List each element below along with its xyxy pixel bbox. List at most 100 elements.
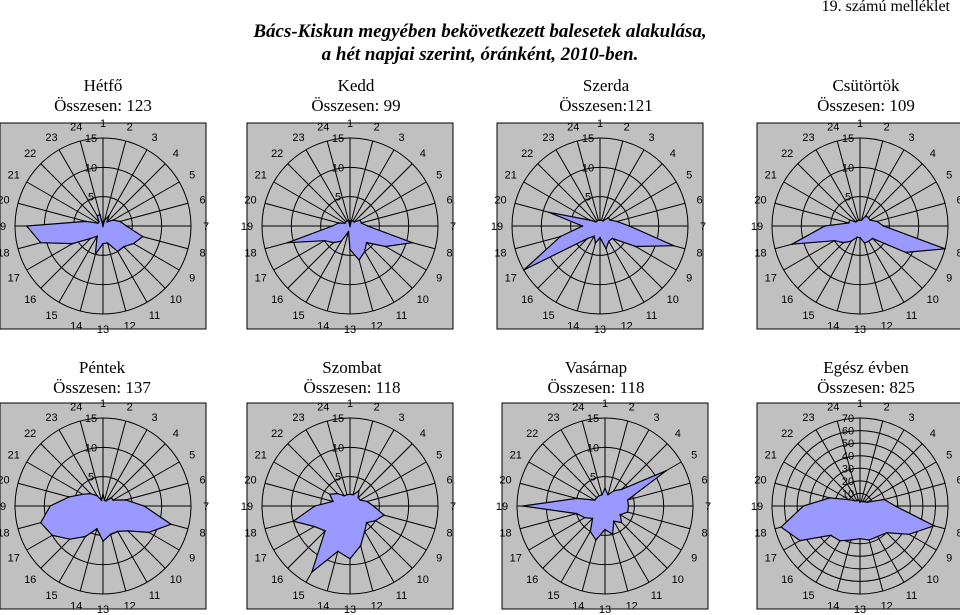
data-point-hour-1 [604, 488, 606, 490]
category-label: 19 [241, 221, 253, 233]
category-label: 5 [946, 450, 952, 462]
category-label: 10 [672, 574, 684, 586]
chart-total: Összesen:121 [506, 96, 706, 116]
radar-chart-whole-year: 1020304050607012345678910111213141516171… [757, 395, 960, 615]
radial-tick-label: 10 [85, 162, 97, 174]
category-label: 1 [347, 118, 353, 130]
data-point-hour-19 [26, 225, 28, 227]
data-point-hour-11 [877, 536, 879, 538]
category-label: 19 [751, 501, 763, 513]
data-point-hour-18 [287, 242, 289, 244]
category-label: 3 [648, 132, 654, 144]
data-point-hour-10 [872, 238, 874, 240]
data-point-hour-23 [96, 495, 98, 497]
category-label: 18 [754, 248, 766, 260]
data-point-hour-1 [859, 501, 861, 503]
data-point-hour-23 [96, 215, 98, 217]
data-point-hour-8 [944, 248, 946, 250]
category-label: 9 [946, 273, 952, 285]
category-label: 1 [347, 398, 353, 410]
category-label: 17 [510, 553, 522, 565]
radial-tick-label: 15 [582, 133, 594, 145]
data-point-hour-16 [324, 530, 326, 532]
data-point-hour-22 [90, 493, 92, 495]
data-point-hour-20 [829, 497, 831, 499]
category-label: 13 [854, 604, 866, 615]
data-point-hour-13 [102, 540, 104, 542]
category-label: 20 [494, 194, 506, 206]
category-label: 23 [45, 412, 57, 424]
data-point-hour-13 [349, 249, 351, 251]
category-label: 14 [827, 601, 839, 613]
radial-tick-label: 20 [842, 476, 854, 488]
category-label: 22 [781, 148, 793, 160]
radial-tick-label: 10 [332, 442, 344, 454]
data-point-hour-5 [112, 219, 114, 221]
category-label: 9 [436, 553, 442, 565]
data-point-hour-19 [824, 225, 826, 227]
data-point-hour-8 [627, 511, 629, 513]
data-point-hour-13 [859, 237, 861, 239]
category-label: 3 [653, 412, 659, 424]
data-point-hour-16 [587, 238, 589, 240]
category-label: 21 [255, 170, 267, 182]
data-point-hour-18 [791, 243, 793, 245]
category-label: 12 [626, 601, 638, 613]
radial-tick-label: 10 [587, 442, 599, 454]
category-label: 10 [417, 574, 429, 586]
category-label: 22 [271, 148, 283, 160]
data-point-hour-23 [598, 495, 600, 497]
category-label: 15 [802, 590, 814, 602]
data-point-hour-1 [102, 225, 104, 227]
data-point-hour-17 [51, 535, 53, 537]
data-point-hour-5 [665, 470, 667, 472]
data-point-hour-9 [635, 246, 637, 248]
category-label: 9 [436, 273, 442, 285]
category-label: 4 [675, 428, 681, 440]
data-point-hour-19 [803, 505, 805, 507]
data-point-hour-21 [849, 219, 851, 221]
data-point-hour-8 [170, 523, 172, 525]
data-point-hour-11 [364, 251, 366, 253]
data-point-hour-19 [522, 505, 524, 507]
category-label: 3 [398, 412, 404, 424]
category-label: 4 [930, 148, 936, 160]
category-label: 1 [857, 118, 863, 130]
category-label: 19 [241, 501, 253, 513]
data-point-hour-16 [830, 535, 832, 537]
radial-tick-label: 5 [88, 192, 94, 204]
chart-title-monday: Hétfő Összesen: 123 [3, 76, 203, 116]
radial-tick-label: 15 [842, 133, 854, 145]
data-point-hour-5 [869, 219, 871, 221]
data-point-hour-20 [576, 498, 578, 500]
data-point-hour-5 [359, 499, 361, 501]
chart-title-whole-year: Egész évben Összesen: 825 [766, 358, 960, 398]
data-point-hour-14 [850, 539, 852, 541]
data-point-hour-2 [104, 220, 106, 222]
radar-chart-friday: 5101512345678910111213141516171819202122… [0, 395, 210, 615]
data-point-hour-18 [576, 513, 578, 515]
category-label: 14 [317, 601, 329, 613]
category-label: 19 [0, 221, 6, 233]
data-point-hour-10 [621, 522, 623, 524]
category-label: 8 [701, 528, 707, 540]
category-label: 21 [8, 450, 20, 462]
data-point-hour-13 [859, 538, 861, 540]
category-label: 17 [255, 273, 267, 285]
data-point-hour-20 [68, 496, 70, 498]
category-label: 13 [344, 604, 356, 615]
category-label: 19 [496, 501, 508, 513]
category-label: 2 [884, 402, 890, 414]
data-point-hour-24 [858, 499, 860, 501]
data-point-hour-3 [613, 490, 615, 492]
radial-tick-label: 10 [582, 162, 594, 174]
category-label: 24 [567, 122, 579, 134]
data-point-hour-7 [883, 225, 885, 227]
data-point-hour-21 [82, 494, 84, 496]
data-point-hour-15 [590, 531, 592, 533]
category-label: 11 [396, 590, 407, 602]
category-label: 17 [255, 553, 267, 565]
category-label: 6 [199, 194, 205, 206]
category-label: 7 [700, 221, 706, 233]
